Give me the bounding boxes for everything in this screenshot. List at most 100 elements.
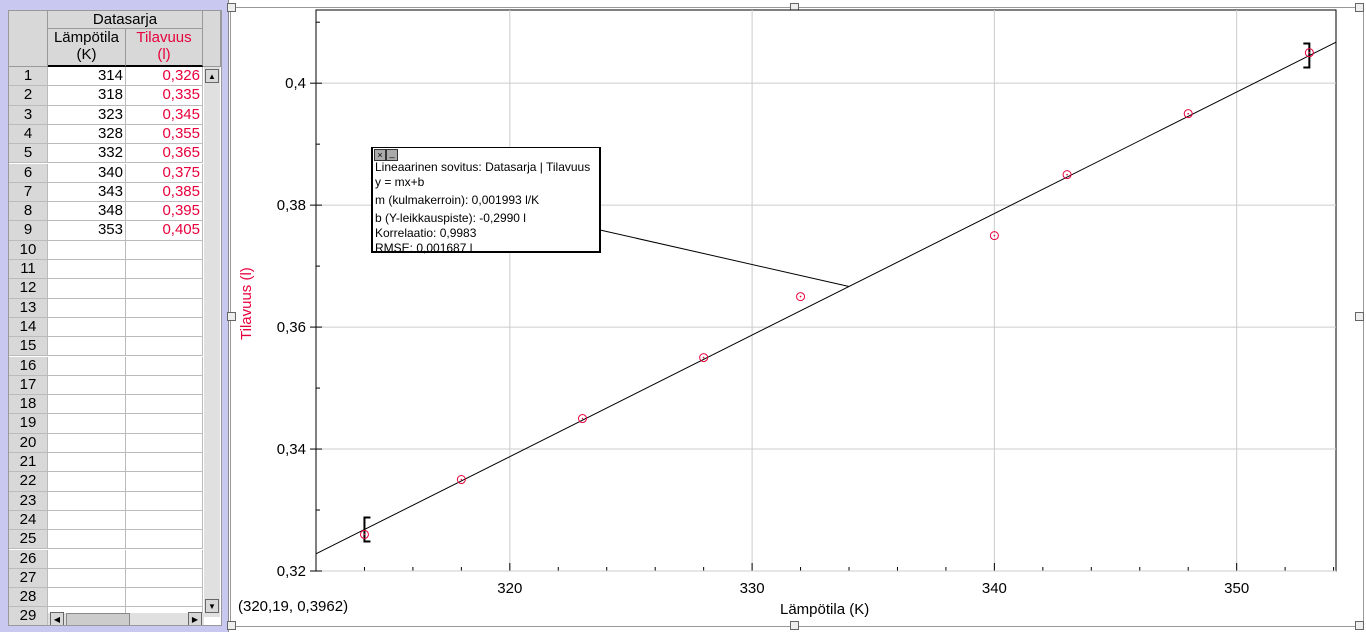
- table-row[interactable]: 2 318 0,335: [9, 86, 204, 106]
- table-row[interactable]: 5 332 0,365: [9, 144, 204, 164]
- table-row[interactable]: 22: [9, 472, 204, 492]
- table-row[interactable]: 15: [9, 337, 204, 357]
- table-row[interactable]: 10: [9, 240, 204, 260]
- table-row[interactable]: 12: [9, 279, 204, 299]
- temperature-cell[interactable]: [48, 240, 126, 260]
- scroll-right-button[interactable]: ▶: [188, 612, 202, 625]
- table-row[interactable]: 1 314 0,326: [9, 67, 204, 87]
- temperature-cell[interactable]: [48, 337, 126, 357]
- table-row[interactable]: 4 328 0,355: [9, 124, 204, 145]
- temperature-cell[interactable]: [48, 375, 126, 396]
- table-row[interactable]: 23: [9, 491, 204, 511]
- resize-handle[interactable]: [1355, 621, 1364, 630]
- volume-cell[interactable]: [126, 375, 203, 396]
- scroll-down-button[interactable]: ▼: [205, 599, 219, 613]
- table-row[interactable]: 8 348 0,395: [9, 202, 204, 222]
- table-row[interactable]: 7 343 0,385: [9, 182, 204, 203]
- linear-fit-annotation[interactable]: × _ Lineaarinen sovitus: Datasarja | Til…: [371, 147, 601, 255]
- table-row[interactable]: 27: [9, 568, 204, 589]
- temperature-cell[interactable]: [48, 453, 126, 473]
- temperature-cell[interactable]: [48, 260, 126, 280]
- volume-cell[interactable]: [126, 453, 203, 473]
- volume-cell[interactable]: 0,365: [126, 144, 203, 164]
- table-row[interactable]: 19: [9, 414, 204, 434]
- table-row[interactable]: 9 353 0,405: [9, 221, 204, 241]
- table-row[interactable]: 20: [9, 433, 204, 453]
- volume-cell[interactable]: 0,355: [126, 124, 203, 145]
- volume-cell[interactable]: [126, 433, 203, 453]
- table-row[interactable]: 16: [9, 356, 204, 376]
- resize-handle[interactable]: [1355, 312, 1364, 321]
- resize-handle[interactable]: [790, 621, 799, 630]
- volume-cell[interactable]: [126, 510, 203, 531]
- volume-cell[interactable]: [126, 414, 203, 434]
- table-row[interactable]: 17: [9, 375, 204, 396]
- volume-cell[interactable]: 0,326: [126, 67, 203, 87]
- temperature-cell[interactable]: [48, 317, 126, 338]
- temperature-cell[interactable]: [48, 279, 126, 299]
- volume-cell[interactable]: [126, 472, 203, 492]
- volume-cell[interactable]: [126, 395, 203, 415]
- temperature-cell[interactable]: 314: [48, 67, 126, 87]
- scroll-up-button[interactable]: ▲: [205, 69, 219, 83]
- table-row[interactable]: 24: [9, 510, 204, 531]
- temperature-cell[interactable]: [48, 414, 126, 434]
- volume-cell[interactable]: [126, 356, 203, 376]
- volume-cell[interactable]: 0,395: [126, 202, 203, 222]
- column-header-volume[interactable]: Tilavuus (l): [126, 29, 203, 67]
- volume-cell[interactable]: [126, 240, 203, 260]
- temperature-cell[interactable]: [48, 510, 126, 531]
- table-row[interactable]: 3 323 0,345: [9, 105, 204, 125]
- volume-cell[interactable]: [126, 568, 203, 589]
- scroll-thumb[interactable]: [66, 613, 130, 625]
- volume-cell[interactable]: [126, 491, 203, 511]
- temperature-cell[interactable]: [48, 588, 126, 608]
- temperature-cell[interactable]: [48, 472, 126, 492]
- table-row[interactable]: 28: [9, 588, 204, 608]
- resize-handle[interactable]: [227, 312, 236, 321]
- column-header-temperature[interactable]: Lämpötila (K): [48, 29, 126, 67]
- table-row[interactable]: 6 340 0,375: [9, 163, 204, 183]
- minimize-icon[interactable]: _: [386, 149, 398, 161]
- volume-cell[interactable]: [126, 588, 203, 608]
- volume-cell[interactable]: 0,345: [126, 105, 203, 125]
- temperature-cell[interactable]: 323: [48, 105, 126, 125]
- temperature-cell[interactable]: [48, 549, 126, 569]
- volume-cell[interactable]: [126, 279, 203, 299]
- volume-cell[interactable]: 0,375: [126, 163, 203, 183]
- table-row[interactable]: 25: [9, 530, 204, 550]
- volume-cell[interactable]: [126, 549, 203, 569]
- temperature-cell[interactable]: [48, 395, 126, 415]
- temperature-cell[interactable]: 340: [48, 163, 126, 183]
- scroll-left-button[interactable]: ◀: [50, 612, 64, 625]
- temperature-cell[interactable]: [48, 356, 126, 376]
- table-row[interactable]: 29: [9, 607, 204, 625]
- temperature-cell[interactable]: 328: [48, 124, 126, 145]
- table-row[interactable]: 21: [9, 453, 204, 473]
- vertical-scrollbar[interactable]: ▲ ▼: [204, 67, 220, 617]
- volume-cell[interactable]: 0,405: [126, 221, 203, 241]
- temperature-cell[interactable]: 348: [48, 202, 126, 222]
- resize-handle[interactable]: [1355, 3, 1364, 12]
- temperature-cell[interactable]: 332: [48, 144, 126, 164]
- volume-cell[interactable]: [126, 317, 203, 338]
- temperature-cell[interactable]: 318: [48, 86, 126, 106]
- volume-cell[interactable]: [126, 298, 203, 318]
- temperature-cell[interactable]: [48, 491, 126, 511]
- close-icon[interactable]: ×: [374, 149, 386, 161]
- horizontal-scrollbar[interactable]: ◀ ▶: [48, 612, 204, 625]
- temperature-cell[interactable]: 353: [48, 221, 126, 241]
- volume-cell[interactable]: [126, 260, 203, 280]
- table-row[interactable]: 26: [9, 549, 204, 569]
- volume-cell[interactable]: 0,385: [126, 182, 203, 203]
- resize-handle[interactable]: [227, 621, 236, 630]
- temperature-cell[interactable]: [48, 433, 126, 453]
- table-row[interactable]: 14: [9, 317, 204, 338]
- volume-cell[interactable]: 0,335: [126, 86, 203, 106]
- temperature-cell[interactable]: [48, 568, 126, 589]
- table-row[interactable]: 18: [9, 395, 204, 415]
- temperature-cell[interactable]: [48, 530, 126, 550]
- table-row[interactable]: 11: [9, 260, 204, 280]
- resize-handle[interactable]: [227, 3, 236, 12]
